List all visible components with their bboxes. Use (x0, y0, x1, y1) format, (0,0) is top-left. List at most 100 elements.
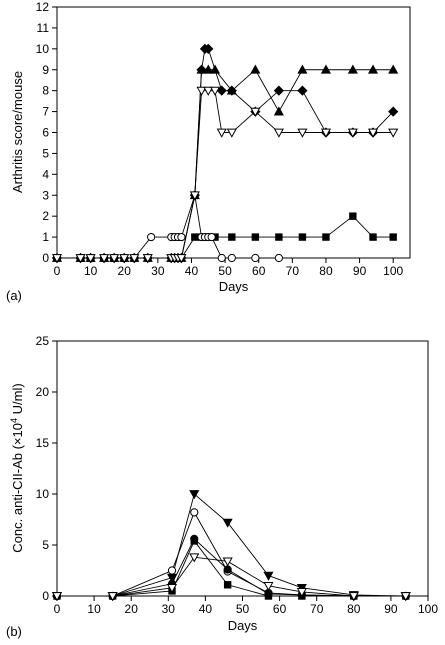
panel-label: (a) (6, 288, 22, 303)
x-tick-label: 30 (162, 602, 176, 616)
series-line (57, 493, 406, 597)
data-point (297, 85, 308, 96)
data-point (263, 571, 274, 581)
data-point (216, 85, 227, 96)
y-tick-label: 6 (42, 126, 49, 140)
series-3-filled-diamond (51, 43, 399, 264)
data-point (222, 557, 233, 567)
data-point (367, 128, 379, 138)
data-point (176, 254, 187, 264)
series-3-filled-circle (52, 534, 410, 601)
x-tick-label: 50 (218, 264, 232, 278)
series-line (57, 90, 394, 259)
series-1-filled-square (53, 212, 397, 262)
data-point (189, 490, 200, 500)
x-axis-title: Days (228, 618, 258, 633)
y-axis-title: Conc. anti-CII-Ab (×104 U/ml) (9, 383, 25, 552)
data-point (75, 254, 86, 264)
data-point (348, 592, 359, 602)
series-5-open-triangle-down (51, 86, 399, 264)
data-point (51, 592, 63, 602)
data-point (209, 64, 221, 74)
x-tick-label: 50 (236, 602, 250, 616)
data-point (264, 592, 273, 600)
y-tick-label: 4 (42, 167, 49, 181)
data-point (389, 233, 397, 241)
data-point (209, 86, 221, 96)
series-line (57, 538, 406, 597)
y-axis-title-main: Conc. anti-CII-Ab (×10 (10, 423, 25, 553)
series-5-open-triangle-down (51, 553, 411, 602)
x-tick-label: 0 (54, 264, 61, 278)
data-point (322, 233, 330, 241)
x-tick-label: 70 (286, 264, 300, 278)
data-point (347, 128, 358, 138)
y-tick-label: 20 (36, 385, 50, 399)
data-point (226, 128, 237, 138)
x-tick-label: 90 (353, 264, 367, 278)
data-point (85, 254, 96, 264)
y-tick-label: 8 (42, 84, 49, 98)
x-tick-label: 0 (54, 602, 61, 616)
data-point (227, 253, 236, 263)
data-point (142, 254, 153, 264)
x-tick-label: 10 (87, 602, 101, 616)
data-point (223, 581, 232, 589)
y-tick-label: 10 (36, 42, 50, 56)
data-point (196, 86, 207, 96)
y-tick-label: 5 (42, 538, 49, 552)
x-tick-label: 80 (347, 602, 361, 616)
data-point (251, 233, 260, 241)
series-line (57, 195, 279, 259)
data-point (297, 64, 308, 74)
data-point (347, 64, 358, 74)
data-point (167, 566, 177, 575)
data-point (129, 254, 140, 264)
y-tick-label: 12 (36, 0, 50, 14)
y-tick-label: 7 (42, 105, 49, 119)
data-point (196, 64, 207, 74)
y-axis-title-unit: U/ml) (10, 383, 25, 418)
data-point (251, 253, 260, 263)
x-tick-label: 40 (185, 264, 199, 278)
y-tick-label: 0 (42, 251, 49, 265)
data-point (107, 592, 118, 602)
data-point (320, 64, 332, 74)
x-tick-label: 40 (199, 602, 213, 616)
data-point (119, 254, 130, 264)
data-point (207, 232, 216, 242)
series-line (57, 215, 394, 259)
data-point (99, 254, 110, 264)
data-point (189, 553, 200, 563)
data-point (273, 85, 284, 96)
panel-label: (b) (6, 624, 22, 639)
y-tick-label: 1 (42, 230, 49, 244)
x-tick-label: 20 (125, 602, 139, 616)
x-tick-label: 60 (273, 602, 287, 616)
data-point (228, 233, 236, 241)
series-2-open-circle (52, 191, 283, 263)
y-axis-title: Arthritis score/mouse (10, 71, 25, 193)
x-tick-label: 80 (319, 264, 333, 278)
data-point (189, 191, 200, 201)
plot-frame (56, 340, 429, 597)
x-axis-title: Days (219, 279, 249, 294)
data-point (263, 581, 274, 592)
y-tick-label: 2 (42, 209, 49, 223)
data-point (203, 43, 214, 54)
data-point (223, 565, 232, 574)
x-tick-label: 100 (418, 602, 438, 616)
data-point (109, 254, 120, 264)
data-point (217, 253, 226, 263)
data-point (222, 518, 233, 528)
y-tick-label: 0 (42, 589, 49, 603)
data-point (296, 588, 307, 598)
data-point (297, 128, 308, 138)
data-point (274, 253, 283, 263)
data-point (191, 233, 199, 241)
x-tick-label: 90 (384, 602, 398, 616)
data-point (203, 86, 214, 96)
series-4-filled-triangle-up (51, 64, 399, 262)
data-point (190, 537, 198, 545)
